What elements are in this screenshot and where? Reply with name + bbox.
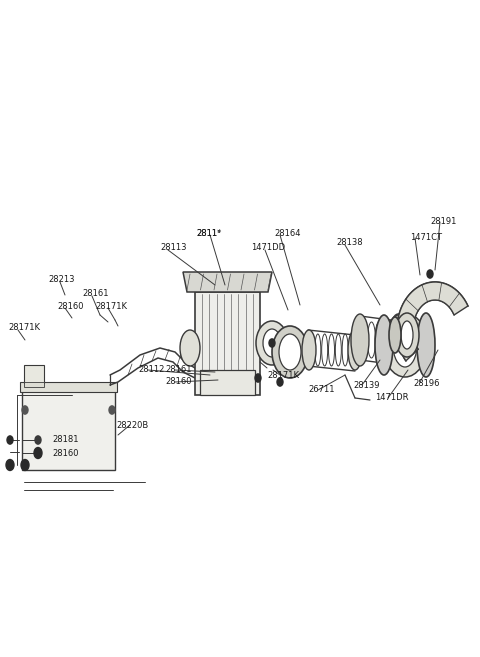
Circle shape [35, 436, 41, 444]
Ellipse shape [389, 317, 401, 353]
Text: 28160: 28160 [165, 378, 192, 386]
Ellipse shape [383, 313, 427, 377]
Text: 28171K: 28171K [8, 323, 40, 332]
Text: 28138: 28138 [336, 238, 362, 248]
Polygon shape [183, 272, 272, 292]
Ellipse shape [417, 313, 435, 377]
Circle shape [21, 459, 29, 470]
Text: 28164: 28164 [274, 229, 300, 237]
Text: 28181: 28181 [52, 436, 79, 445]
Circle shape [255, 374, 261, 382]
Circle shape [269, 339, 275, 347]
Text: 28191: 28191 [430, 217, 456, 227]
Text: 28113: 28113 [160, 244, 187, 252]
Text: 28161: 28161 [82, 290, 108, 298]
Bar [200, 370, 255, 395]
Text: 1471DD: 1471DD [251, 244, 285, 252]
Ellipse shape [389, 314, 407, 366]
Circle shape [277, 378, 283, 386]
Text: 28160: 28160 [52, 449, 79, 457]
Ellipse shape [375, 315, 393, 375]
Text: 28161: 28161 [165, 365, 192, 374]
Text: 28196: 28196 [413, 378, 440, 388]
Bar [22, 390, 115, 470]
Text: 28160: 28160 [57, 302, 84, 311]
Text: 28171K: 28171K [267, 371, 299, 380]
Ellipse shape [351, 314, 369, 366]
Circle shape [22, 406, 28, 414]
Circle shape [427, 270, 433, 278]
Text: 28139: 28139 [353, 380, 380, 390]
Ellipse shape [401, 321, 413, 349]
Text: 26711: 26711 [308, 386, 335, 394]
Circle shape [7, 436, 13, 444]
Text: 28213: 28213 [48, 275, 74, 284]
Text: 28220B: 28220B [116, 420, 148, 430]
Text: 28112: 28112 [138, 365, 164, 374]
Ellipse shape [348, 330, 362, 370]
Text: 2811*: 2811* [196, 229, 221, 237]
Circle shape [109, 406, 115, 414]
Ellipse shape [279, 334, 301, 370]
Bar [20, 382, 117, 392]
Ellipse shape [393, 323, 417, 367]
Ellipse shape [272, 326, 308, 378]
Ellipse shape [180, 330, 200, 366]
Text: 1471CT: 1471CT [410, 233, 442, 242]
Text: 28171K: 28171K [95, 302, 127, 311]
Bar [195, 292, 260, 395]
Circle shape [6, 459, 14, 470]
Circle shape [34, 447, 42, 459]
Ellipse shape [263, 329, 281, 357]
Text: 2811¹: 2811¹ [196, 229, 220, 237]
Ellipse shape [256, 321, 288, 365]
Ellipse shape [395, 313, 419, 357]
Bar [24, 365, 44, 383]
Bar [24, 382, 44, 387]
Ellipse shape [302, 330, 316, 370]
Polygon shape [397, 282, 468, 361]
Text: 1471DR: 1471DR [375, 394, 408, 403]
